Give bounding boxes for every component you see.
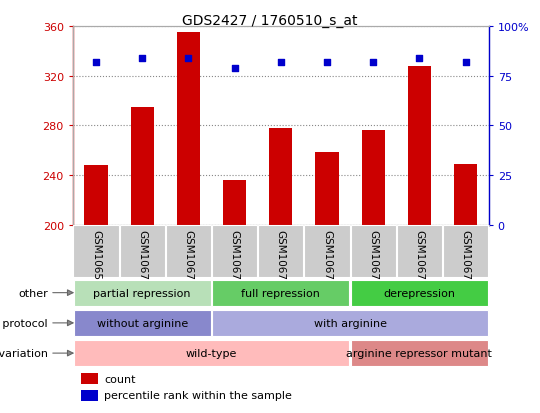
Text: GSM106756: GSM106756 (322, 229, 332, 292)
Bar (212, 310, 488, 336)
Bar (443, 225, 488, 277)
Bar (81, 373, 98, 384)
Point (184, 55, 193, 62)
Point (369, 59, 377, 66)
Bar (408, 66, 431, 225)
Text: full repression: full repression (241, 288, 320, 298)
Bar (362, 131, 384, 225)
Text: GSM106757: GSM106757 (368, 229, 378, 292)
Bar (74, 340, 349, 366)
Text: wild-type: wild-type (186, 348, 237, 358)
Bar (397, 225, 442, 277)
Bar (315, 152, 339, 225)
Text: arginine repressor mutant: arginine repressor mutant (347, 348, 492, 358)
Text: genotype/variation: genotype/variation (0, 348, 48, 358)
Text: GSM106759: GSM106759 (461, 229, 470, 292)
Text: derepression: derepression (383, 288, 455, 298)
Bar (74, 280, 211, 306)
Bar (305, 225, 349, 277)
Text: GSM106752: GSM106752 (184, 229, 193, 292)
Bar (258, 225, 303, 277)
Point (415, 55, 424, 62)
Text: count: count (104, 374, 136, 384)
Bar (177, 33, 200, 225)
Text: GSM106758: GSM106758 (414, 229, 424, 292)
Point (323, 59, 332, 66)
Bar (74, 310, 211, 336)
Text: GSM106751: GSM106751 (137, 229, 147, 292)
Text: with arginine: with arginine (314, 318, 387, 328)
Bar (269, 129, 292, 225)
Bar (351, 280, 488, 306)
Text: GSM106504: GSM106504 (91, 229, 101, 292)
Text: GDS2427 / 1760510_s_at: GDS2427 / 1760510_s_at (183, 14, 357, 28)
Text: percentile rank within the sample: percentile rank within the sample (104, 390, 292, 401)
Point (92, 59, 100, 66)
Text: without arginine: without arginine (97, 318, 188, 328)
Bar (119, 225, 165, 277)
Text: GSM106755: GSM106755 (276, 229, 286, 292)
Text: growth protocol: growth protocol (0, 318, 48, 328)
Point (138, 55, 146, 62)
Bar (454, 165, 477, 225)
Bar (81, 390, 98, 401)
Bar (84, 166, 107, 225)
Bar (350, 225, 396, 277)
Bar (212, 225, 257, 277)
Point (276, 59, 285, 66)
Bar (73, 225, 119, 277)
Point (230, 65, 239, 72)
Bar (131, 107, 154, 225)
Bar (166, 225, 211, 277)
Bar (351, 340, 488, 366)
Text: GSM106753: GSM106753 (230, 229, 240, 292)
Point (461, 59, 470, 66)
Text: other: other (18, 288, 48, 298)
Text: partial repression: partial repression (93, 288, 191, 298)
Bar (212, 280, 349, 306)
Bar (223, 181, 246, 225)
